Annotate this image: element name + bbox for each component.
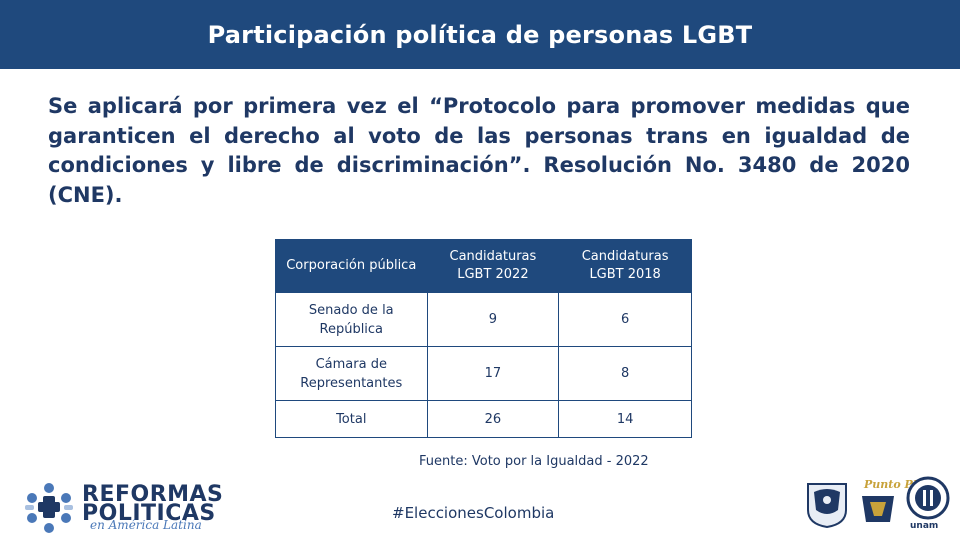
reformas-emblem-icon (25, 483, 73, 533)
source-note: Fuente: Voto por la Igualdad - 2022 (419, 454, 649, 469)
table-row: Senado de la República 9 6 (275, 292, 692, 347)
table-header-row: Corporación pública Candidaturas LGBT 20… (275, 239, 692, 293)
cell-2022: 26 (426, 400, 560, 438)
unam-seal-icon (807, 483, 847, 528)
header-bar: Participación política de personas LGBT (0, 0, 960, 69)
row-label: Total (275, 400, 428, 438)
candidaturas-table: Corporación pública Candidaturas LGBT 20… (275, 239, 692, 438)
table-row: Cámara de Representantes 17 8 (275, 346, 692, 401)
column-header-corporacion: Corporación pública (275, 239, 428, 293)
unam-label: unam (910, 521, 939, 531)
logo-text-politicas: POLITICAS (82, 501, 216, 526)
logo-text-america-latina: en América Latina (90, 518, 202, 532)
lead-paragraph: Se aplicará por primera vez el “Protocol… (48, 94, 910, 207)
hashtag: #EleccionesColombia (392, 504, 555, 522)
cell-2018: 8 (558, 346, 692, 401)
cell-2022: 17 (426, 346, 560, 401)
column-header-2022: Candidaturas LGBT 2022 (426, 239, 560, 293)
reformas-politicas-logo: REFORMAS POLITICAS en América Latina (20, 478, 224, 536)
institution-logos: Punto PUMA unam (804, 474, 954, 534)
punto-puma-icon (862, 496, 894, 522)
cell-2022: 9 (426, 292, 560, 347)
column-header-2018: Candidaturas LGBT 2018 (558, 239, 692, 293)
page-title: Participación política de personas LGBT (207, 20, 753, 49)
logo-text-reformas: REFORMAS (82, 482, 224, 507)
row-label: Cámara de Representantes (275, 346, 428, 401)
row-label: Senado de la República (275, 292, 428, 347)
cell-2018: 14 (558, 400, 692, 438)
table-row-total: Total 26 14 (275, 400, 692, 438)
cell-2018: 6 (558, 292, 692, 347)
instituto-investigaciones-icon (906, 476, 950, 520)
